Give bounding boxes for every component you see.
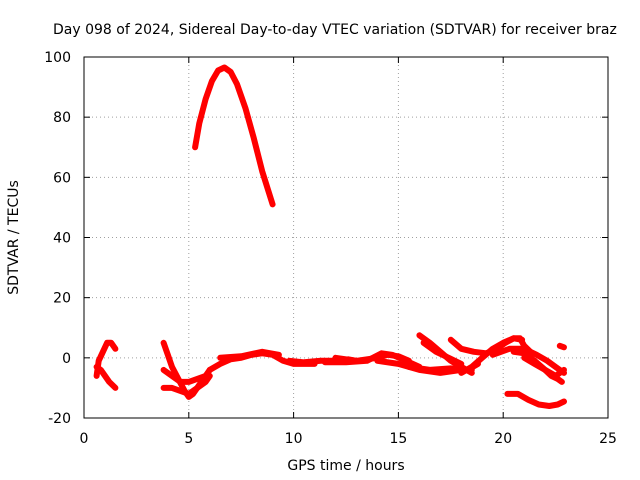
series-arc-11 [322,350,423,370]
y-tick-label: 80 [53,110,71,126]
x-tick-label: 5 [184,431,193,447]
series-arc-17 [458,335,534,376]
x-tick-label: 10 [285,431,303,447]
y-tick-label: 40 [53,231,71,247]
chart-title: Day 098 of 2024, Sidereal Day-to-day VTE… [53,22,617,38]
y-tick-label: 20 [53,291,71,307]
y-tick-label: 0 [62,351,71,367]
plot-frame [83,56,609,419]
series-arc-18 [489,345,567,376]
series-arc-06 [192,64,276,208]
series-arc-02 [93,363,119,391]
tick-labels: 0 5 10 15 20 25 -20 0 20 40 60 80 100 [44,50,617,447]
data-series [93,64,567,409]
y-tick-label: 60 [53,170,71,186]
series-arc-05 [160,366,209,385]
series-arc-15 [420,339,465,367]
x-tick-label: 20 [494,431,512,447]
series-arc-22 [556,342,567,351]
series-arc-04 [160,372,213,397]
y-tick-label: -20 [48,411,71,427]
x-tick-label: 15 [389,431,407,447]
series-arc-21 [504,390,567,409]
x-axis-label: GPS time / hours [287,458,404,474]
series-arc-20 [521,354,567,379]
x-tick-label: 0 [80,431,89,447]
y-axis-label: SDTVAR / TECUs [6,180,22,295]
x-tick-label: 25 [599,431,617,447]
series-arc-08 [217,348,282,361]
grid [84,57,608,418]
y-tick-label: 100 [44,50,71,66]
series-arc-01 [93,339,119,379]
